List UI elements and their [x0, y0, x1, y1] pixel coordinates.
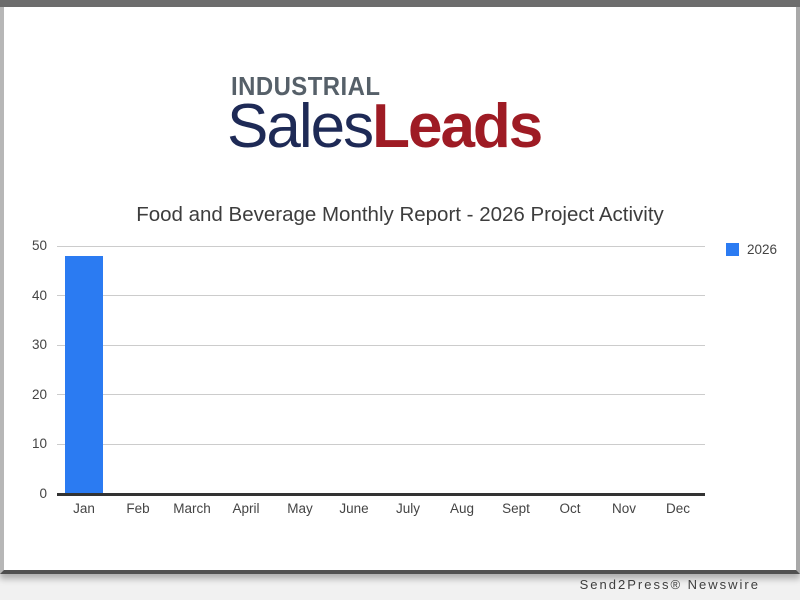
x-tick-label-dec: Dec [665, 501, 690, 516]
gridline-10 [57, 443, 705, 445]
gridline-50 [57, 245, 705, 247]
y-tick-label-50: 50 [31, 238, 47, 253]
x-tick-label-march: March [173, 501, 211, 516]
y-tick-label-30: 30 [31, 337, 47, 353]
chart-title: Food and Beverage Monthly Report - 2026 … [136, 203, 664, 226]
x-tick-label-june: June [339, 501, 369, 516]
logo-industrial-text: INDUSTRIAL [231, 71, 381, 101]
x-axis-line [57, 492, 705, 496]
x-tick-label-nov: Nov [611, 501, 636, 516]
y-tick-label-0: 0 [39, 486, 47, 501]
x-tick-label-oct: Oct [559, 501, 581, 516]
legend-label-2026: 2026 [747, 242, 778, 257]
newswire-credit: Send2Press® Newswire [579, 577, 760, 592]
gridline-40 [57, 295, 705, 297]
logo-salesleads-text: SalesLeads [227, 96, 543, 158]
logo-sales-text: Sales [227, 92, 374, 161]
logo-leads-text: Leads [372, 92, 543, 161]
gridline-30 [57, 344, 705, 346]
x-tick-label-may: May [287, 501, 313, 516]
bar-jan [65, 255, 103, 494]
y-tick-label-20: 20 [31, 386, 47, 402]
x-tick-label-aug: Aug [449, 501, 475, 516]
bar-chart: 0 10 20 30 40 50 Jan Feb March April May June July Au… [4, 7, 796, 567]
y-tick-label-10: 10 [31, 436, 47, 452]
x-tick-label-sept: Sept [502, 501, 530, 516]
x-tick-label-april: April [232, 501, 260, 516]
y-tick-label-40: 40 [31, 287, 47, 303]
content-card: INDUSTRIAL SalesLeads Food and Beverage … [0, 7, 800, 574]
frame-top-strip [0, 0, 800, 7]
x-tick-label-feb: Feb [126, 501, 150, 516]
gridline-20 [57, 394, 705, 396]
x-tick-label-july: July [395, 501, 420, 516]
x-tick-label-jan: Jan [73, 501, 95, 516]
legend-swatch-2026 [726, 243, 739, 256]
